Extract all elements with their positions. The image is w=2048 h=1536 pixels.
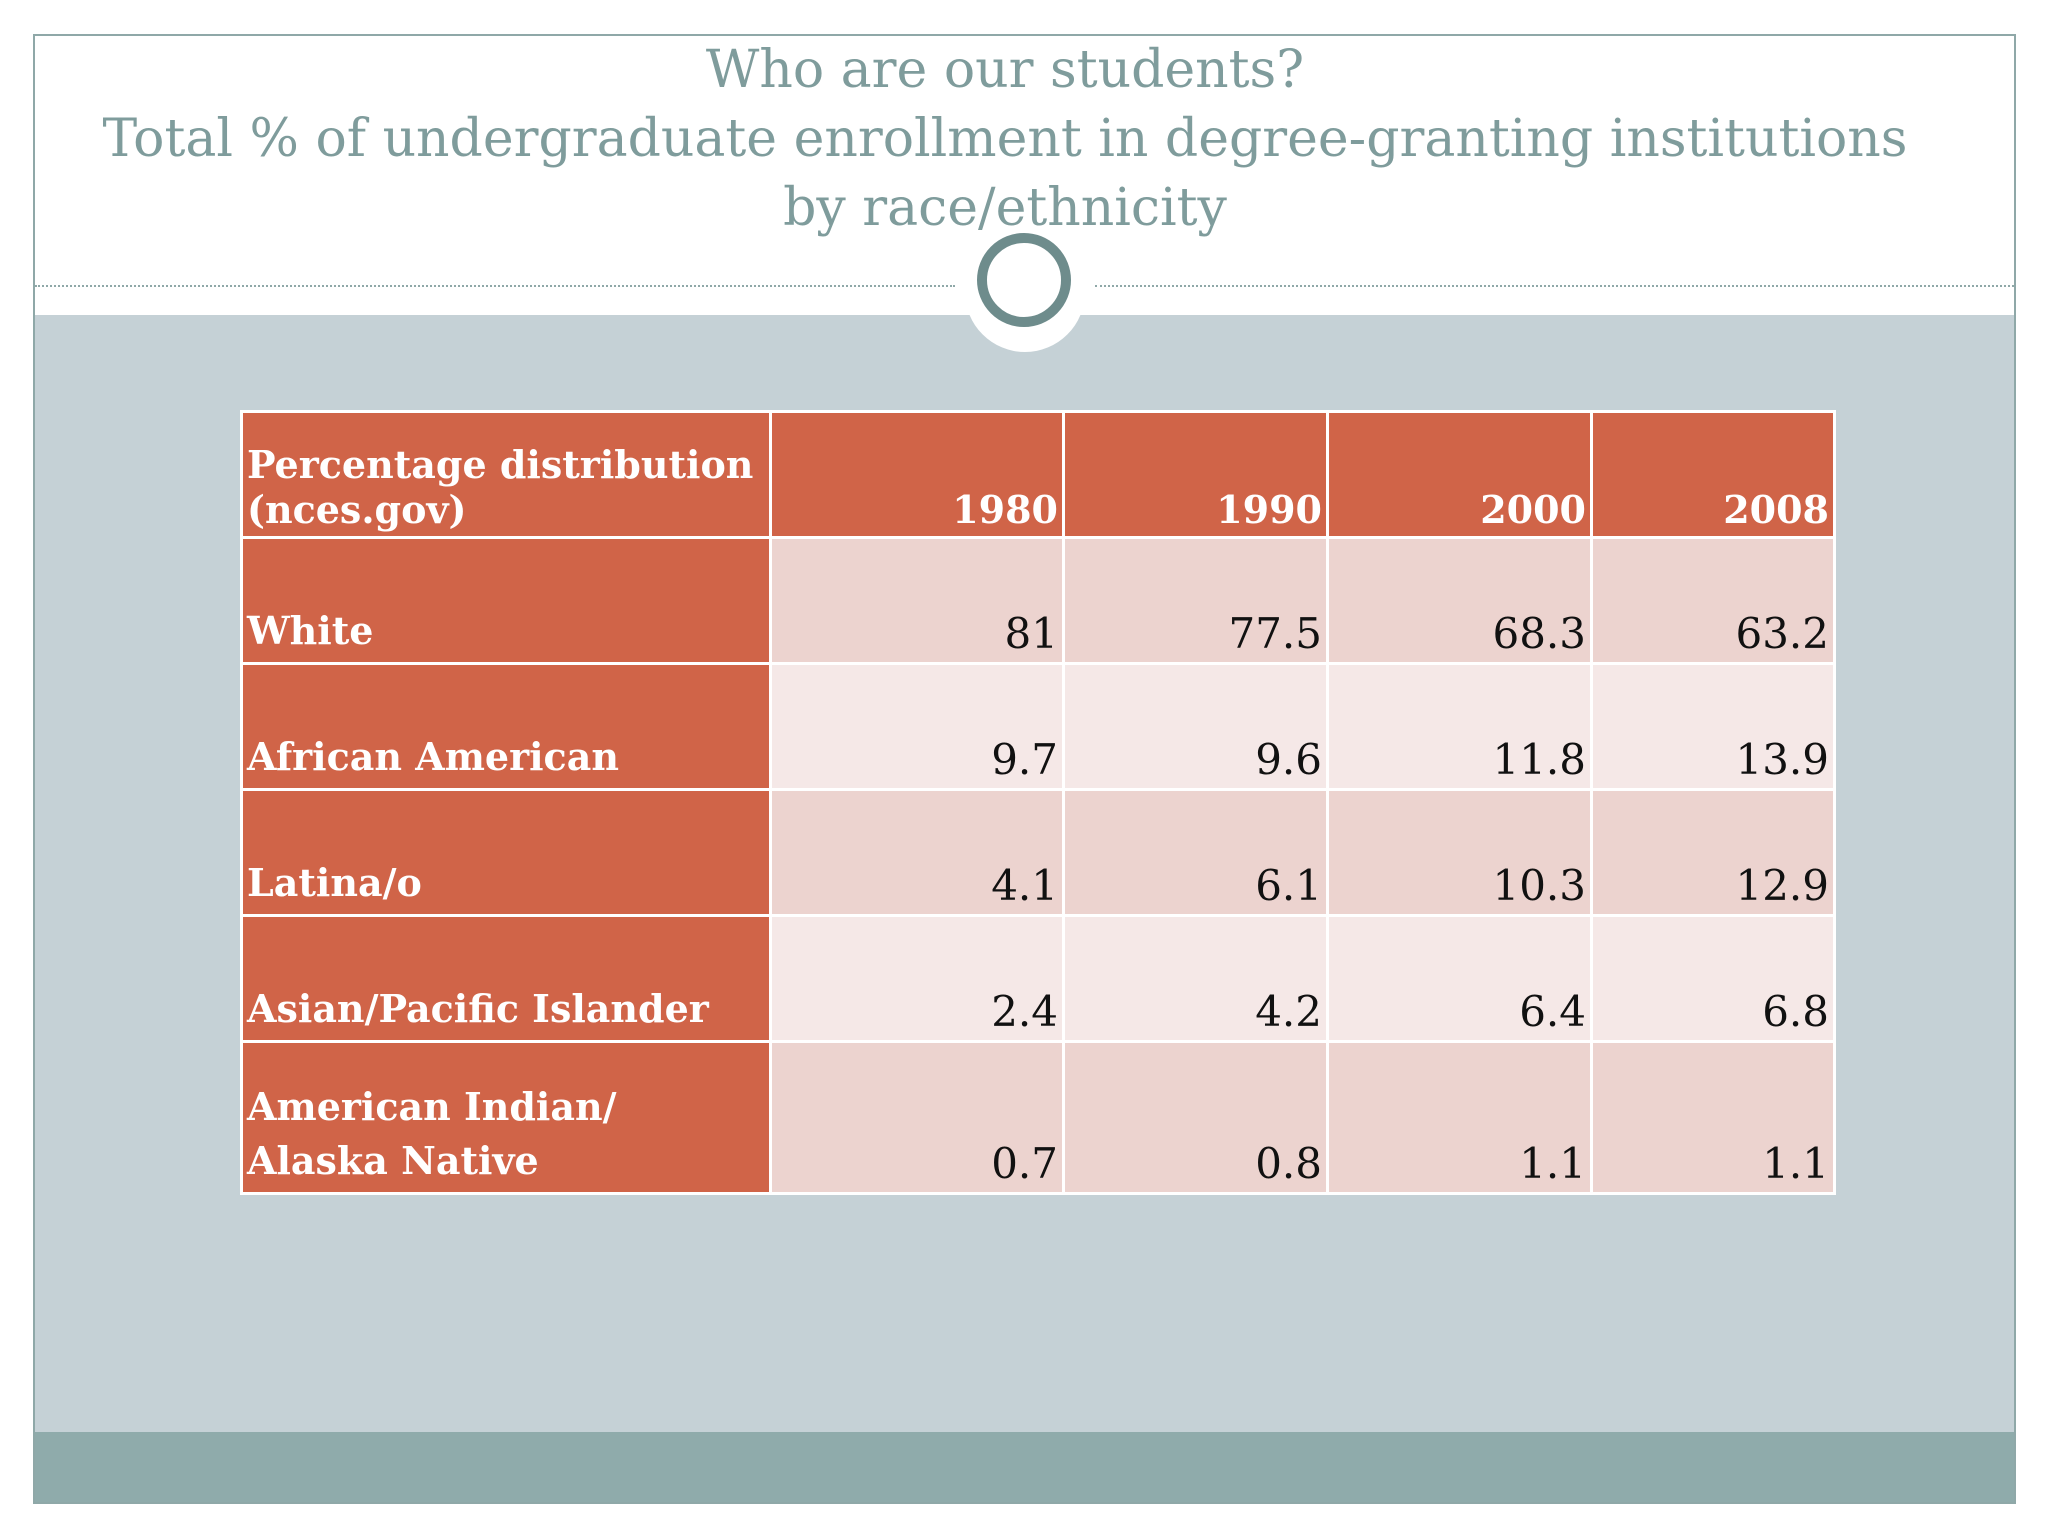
circle-ornament-icon xyxy=(977,233,1071,327)
table-cell: 81 xyxy=(769,536,1065,665)
table-cell: 9.7 xyxy=(769,662,1065,791)
row-label: White xyxy=(240,536,772,665)
table-cell: 6.4 xyxy=(1326,914,1593,1043)
table-row: American Indian/ Alaska Native 0.7 0.8 1… xyxy=(240,1040,1836,1195)
corner-cell: Percentage distribution (nces.gov) xyxy=(240,410,772,539)
table-cell: 12.9 xyxy=(1590,788,1836,917)
table-cell: 13.9 xyxy=(1590,662,1836,791)
row-label: Asian/Pacific Islander xyxy=(240,914,772,1043)
enrollment-table: Percentage distribution (nces.gov) 1980 … xyxy=(240,410,1836,1195)
table-cell: 11.8 xyxy=(1326,662,1593,791)
title-line-2: Total % of undergraduate enrollment in d… xyxy=(102,109,1908,169)
row-label: African American xyxy=(240,662,772,791)
year-header-2000: 2000 xyxy=(1326,410,1593,539)
row-label: Latina/o xyxy=(240,788,772,917)
table-cell: 9.6 xyxy=(1062,662,1329,791)
table-cell: 77.5 xyxy=(1062,536,1329,665)
table-cell: 4.2 xyxy=(1062,914,1329,1043)
table-cell: 0.8 xyxy=(1062,1040,1329,1195)
table-cell: 10.3 xyxy=(1326,788,1593,917)
table-cell: 6.8 xyxy=(1590,914,1836,1043)
slide-title: Who are our students? Total % of undergr… xyxy=(75,36,1935,243)
table-cell: 68.3 xyxy=(1326,536,1593,665)
corner-line-2: (nces.gov) xyxy=(247,487,467,532)
table-cell: 2.4 xyxy=(769,914,1065,1043)
year-header-2008: 2008 xyxy=(1590,410,1836,539)
divider-right xyxy=(1095,285,2014,287)
table-row: White 81 77.5 68.3 63.2 xyxy=(240,536,1836,665)
table-header-row: Percentage distribution (nces.gov) 1980 … xyxy=(240,410,1836,539)
corner-line-1: Percentage distribution xyxy=(247,442,754,487)
row-label: American Indian/ Alaska Native xyxy=(240,1040,772,1195)
title-line-1: Who are our students? xyxy=(705,40,1305,100)
footer-bar xyxy=(35,1432,2014,1502)
title-line-3: by race/ethnicity xyxy=(783,178,1227,238)
table-cell: 63.2 xyxy=(1590,536,1836,665)
year-header-1980: 1980 xyxy=(769,410,1065,539)
year-header-1990: 1990 xyxy=(1062,410,1329,539)
divider-left xyxy=(35,285,955,287)
table-cell: 6.1 xyxy=(1062,788,1329,917)
table-cell: 4.1 xyxy=(769,788,1065,917)
table-row: Asian/Pacific Islander 2.4 4.2 6.4 6.8 xyxy=(240,914,1836,1043)
table-row: Latina/o 4.1 6.1 10.3 12.9 xyxy=(240,788,1836,917)
table-row: African American 9.7 9.6 11.8 13.9 xyxy=(240,662,1836,791)
table-cell: 0.7 xyxy=(769,1040,1065,1195)
slide: Who are our students? Total % of undergr… xyxy=(33,34,2016,1504)
table-cell: 1.1 xyxy=(1326,1040,1593,1195)
table-cell: 1.1 xyxy=(1590,1040,1836,1195)
